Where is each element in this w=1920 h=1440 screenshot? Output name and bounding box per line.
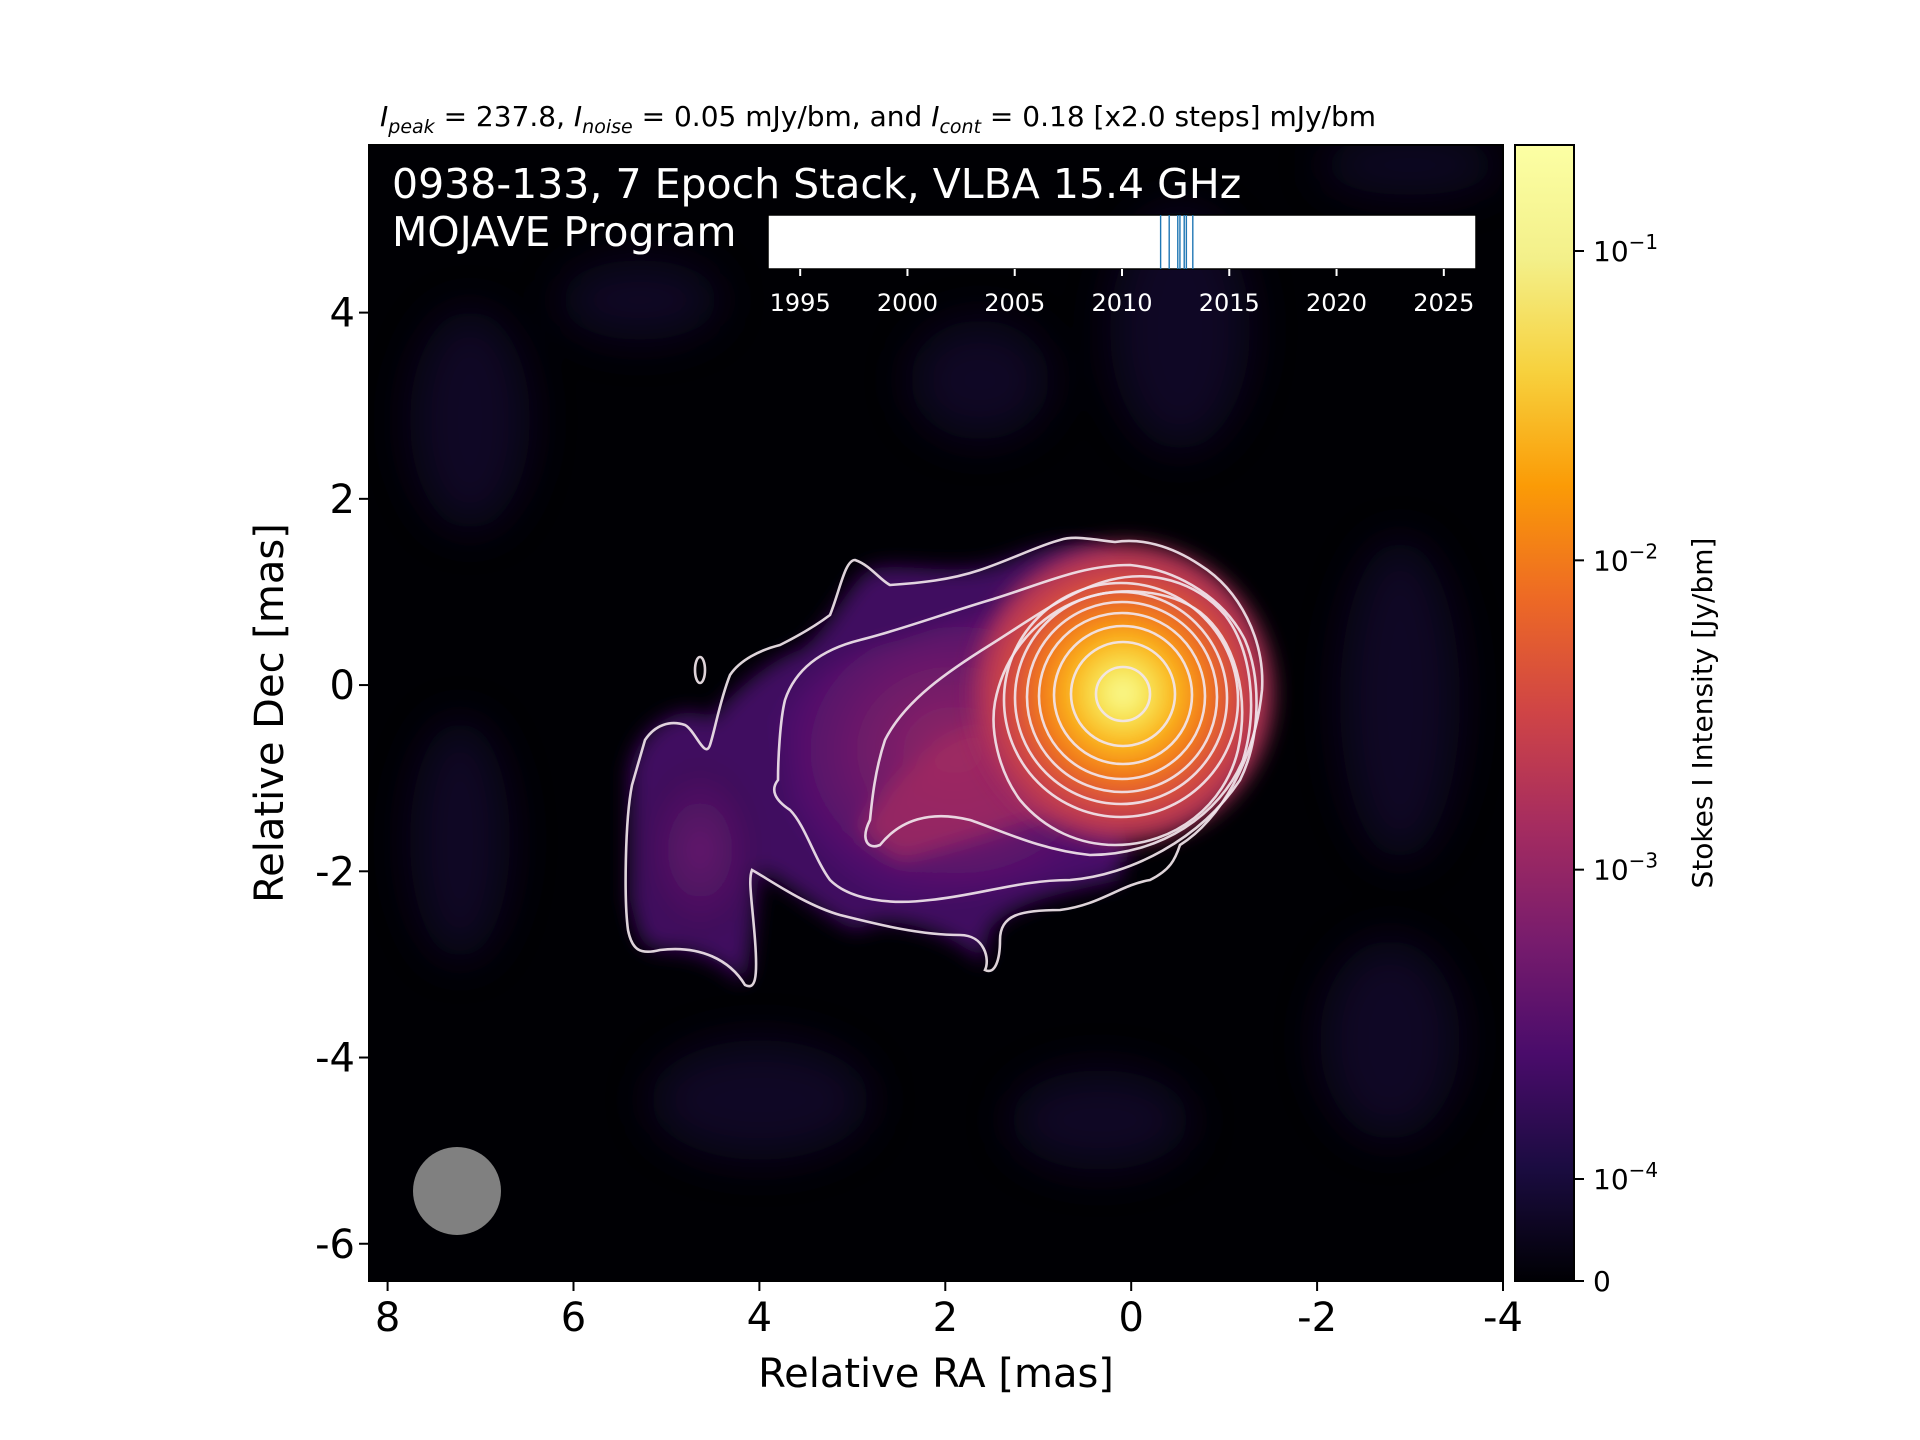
timeline-tick-label: 2015	[1199, 289, 1260, 317]
colorbar-tick-label: 10−4	[1593, 1158, 1658, 1196]
timeline-tick-label: 2010	[1091, 289, 1152, 317]
timeline-tick-label: 1995	[770, 289, 831, 317]
y-axis-ticks: 4 2 0 -2 -4 -6	[315, 291, 369, 1268]
colorbar-ticks: 10−1 10−2 10−3 10−4 0	[1574, 230, 1658, 1298]
y-tick-label: 4	[330, 291, 355, 337]
contour-11	[1094, 665, 1152, 723]
x-tick-label: 6	[561, 1295, 586, 1341]
timeline-box	[767, 214, 1477, 270]
contour-7	[1025, 600, 1219, 794]
timeline-tick-label: 2000	[877, 289, 938, 317]
contours	[624, 536, 1264, 988]
image-panel: 0938-133, 7 Epoch Stack, VLBA 15.4 GHz M…	[368, 144, 1504, 1282]
x-tick-label: 8	[375, 1295, 400, 1341]
epoch-timeline: 1995 2000 2005 2010 2015 2020 2025	[767, 214, 1477, 317]
contour-9	[1052, 624, 1194, 766]
colorbar: 10−1 10−2 10−3 10−4 0 Stokes I Intensity [Jy…	[1514, 144, 1719, 1298]
x-tick-label: 0	[1118, 1295, 1143, 1341]
colorbar-fill	[1515, 145, 1574, 1281]
y-tick-label: -4	[315, 1036, 355, 1082]
stats-header: Ipeak = 237.8, Inoise = 0.05 mJy/bm, and…	[380, 100, 1376, 138]
beam-ellipse	[413, 1147, 501, 1235]
colorbar-tick-label: 10−3	[1593, 849, 1658, 887]
plot-title-line1: 0938-133, 7 Epoch Stack, VLBA 15.4 GHz	[392, 160, 1241, 208]
x-tick-label: 2	[933, 1295, 958, 1341]
y-tick-label: 0	[330, 663, 355, 709]
timeline-epochs	[1159, 215, 1194, 269]
colorbar-label: Stokes I Intensity [Jy/bm]	[1686, 538, 1719, 889]
contour-6	[1013, 590, 1229, 806]
contour-5	[1002, 581, 1240, 819]
y-tick-label: -2	[315, 849, 355, 895]
colorbar-tick-label: 10−2	[1593, 539, 1658, 577]
y-tick-label: -6	[315, 1222, 355, 1268]
colorbar-tick-label: 10−1	[1593, 230, 1658, 268]
x-tick-label: 4	[747, 1295, 772, 1341]
contour-2	[773, 563, 1258, 904]
plot-title-line2: MOJAVE Program	[392, 208, 736, 256]
contour-1	[624, 536, 1264, 988]
x-axis-ticks: 8 6 4 2 0 -2 -4	[375, 1281, 1523, 1341]
timeline-tick-label: 2025	[1413, 289, 1474, 317]
timeline-tick-label: 2020	[1306, 289, 1367, 317]
noise-patches	[410, 145, 1500, 1170]
contour-10	[1069, 640, 1177, 748]
contour-8	[1037, 611, 1207, 781]
contour-islet	[693, 655, 707, 685]
contour-3	[864, 575, 1253, 857]
x-tick-label: -2	[1297, 1295, 1337, 1341]
y-tick-label: 2	[330, 477, 355, 523]
timeline-tick-label: 2005	[984, 289, 1045, 317]
x-tick-label: -4	[1483, 1295, 1523, 1341]
colorbar-frame	[1514, 144, 1575, 1282]
y-axis-label: Relative Dec [mas]	[247, 523, 293, 903]
x-axis-label: Relative RA [mas]	[758, 1351, 1114, 1397]
image-frame	[368, 144, 1504, 1282]
timeline-ticks: 1995 2000 2005 2010 2015 2020 2025	[770, 269, 1474, 317]
colorbar-tick-label: 0	[1593, 1265, 1611, 1298]
emission-map	[410, 145, 1500, 1235]
